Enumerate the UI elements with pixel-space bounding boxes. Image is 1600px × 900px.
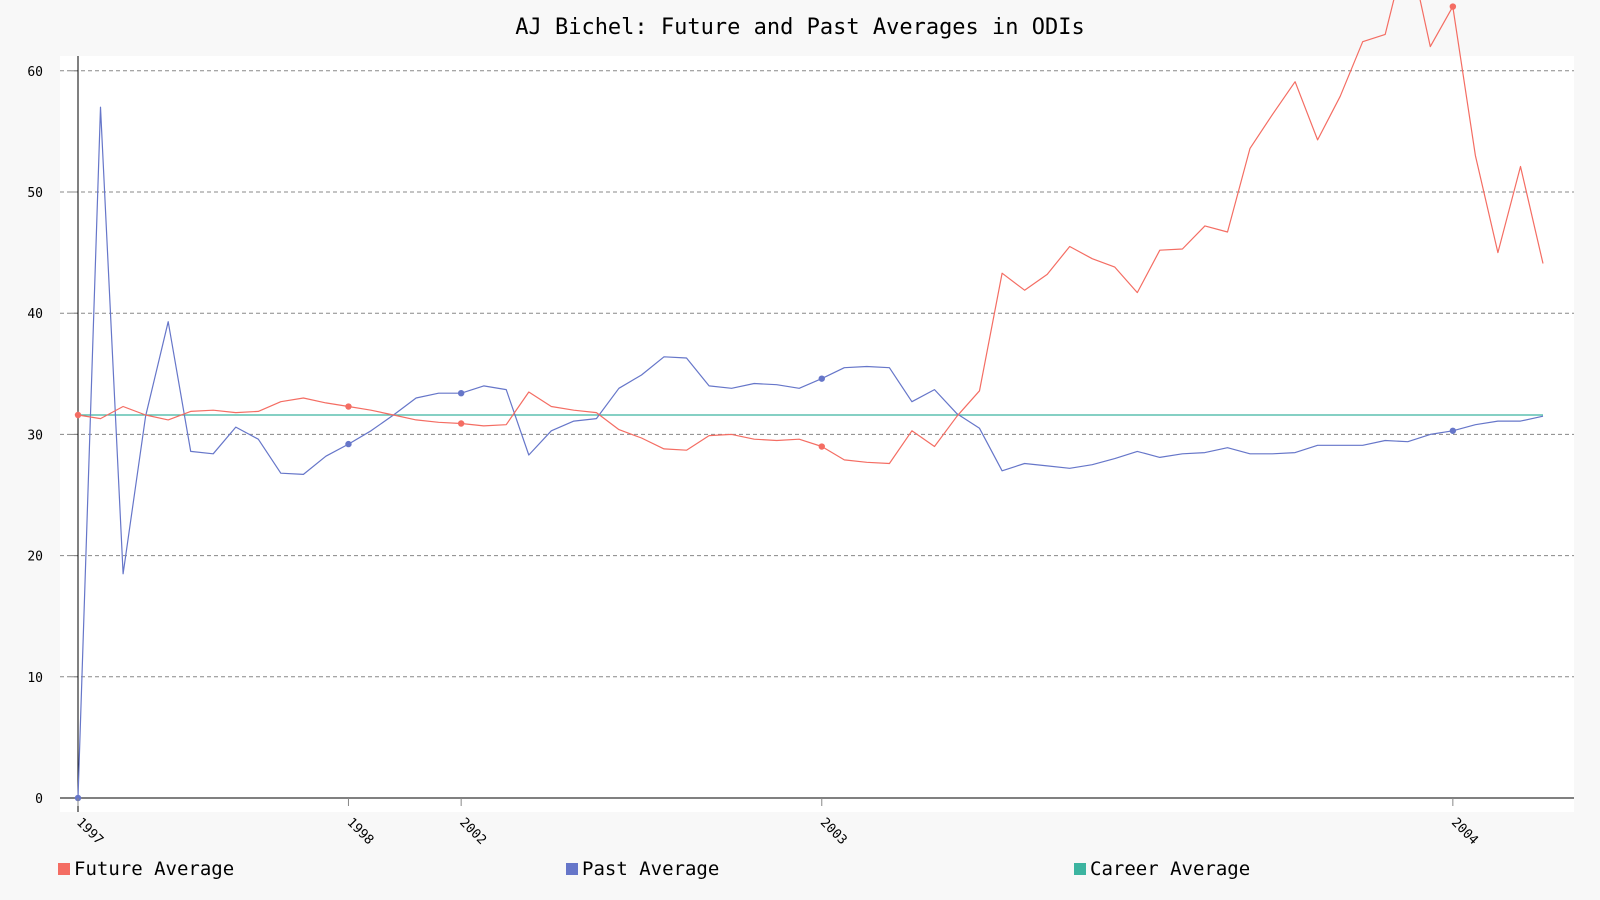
marker-layer [74, 3, 1457, 802]
axes [60, 56, 1574, 812]
legend-item-past[interactable]: Past Average [566, 858, 719, 880]
past-average-swatch [566, 863, 578, 875]
legend-item-career[interactable]: Career Average [1074, 858, 1250, 880]
future-average-marker [345, 403, 352, 410]
y-tick-label: 0 [35, 792, 43, 807]
y-tick-label: 60 [27, 65, 43, 80]
past-average-marker [457, 389, 465, 397]
legend-label-career: Career Average [1090, 858, 1251, 880]
chart-title: AJ Bichel: Future and Past Averages in O… [515, 15, 1085, 40]
y-axis-ticks: 0 10 20 30 40 50 60 [27, 65, 78, 807]
y-tick-label: 50 [27, 186, 43, 201]
future-average-marker [74, 411, 82, 419]
y-tick-label: 30 [27, 428, 43, 443]
x-tick-label: 1998 [344, 815, 377, 848]
y-tick-label: 40 [27, 307, 43, 322]
y-tick-label: 10 [27, 671, 43, 686]
y-tick-label: 20 [27, 550, 43, 565]
past-average-marker [345, 440, 352, 448]
legend-item-future[interactable]: Future Average [58, 858, 234, 880]
x-tick-label: 2003 [817, 815, 850, 848]
past-average-marker [818, 375, 825, 382]
grid [60, 70, 1574, 678]
legend-label-future: Future Average [74, 858, 235, 880]
x-tick-label: 2002 [456, 815, 489, 848]
future-average-line [77, 0, 1544, 465]
future-average-marker [818, 443, 825, 450]
x-tick-label: 1997 [73, 815, 106, 848]
past-average-marker [1449, 427, 1457, 434]
x-tick-label: 2004 [1448, 815, 1481, 848]
career-average-swatch [1074, 863, 1086, 875]
past-average-line [77, 106, 1544, 799]
future-average-marker [457, 420, 465, 427]
series-layer [77, 0, 1544, 799]
legend-label-past: Past Average [582, 858, 720, 880]
future-average-swatch [58, 863, 70, 875]
future-average-marker [1449, 3, 1457, 10]
